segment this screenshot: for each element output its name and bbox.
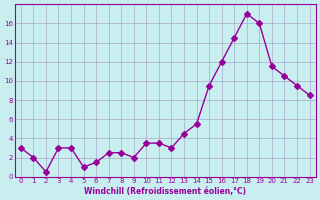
X-axis label: Windchill (Refroidissement éolien,°C): Windchill (Refroidissement éolien,°C) [84,187,246,196]
